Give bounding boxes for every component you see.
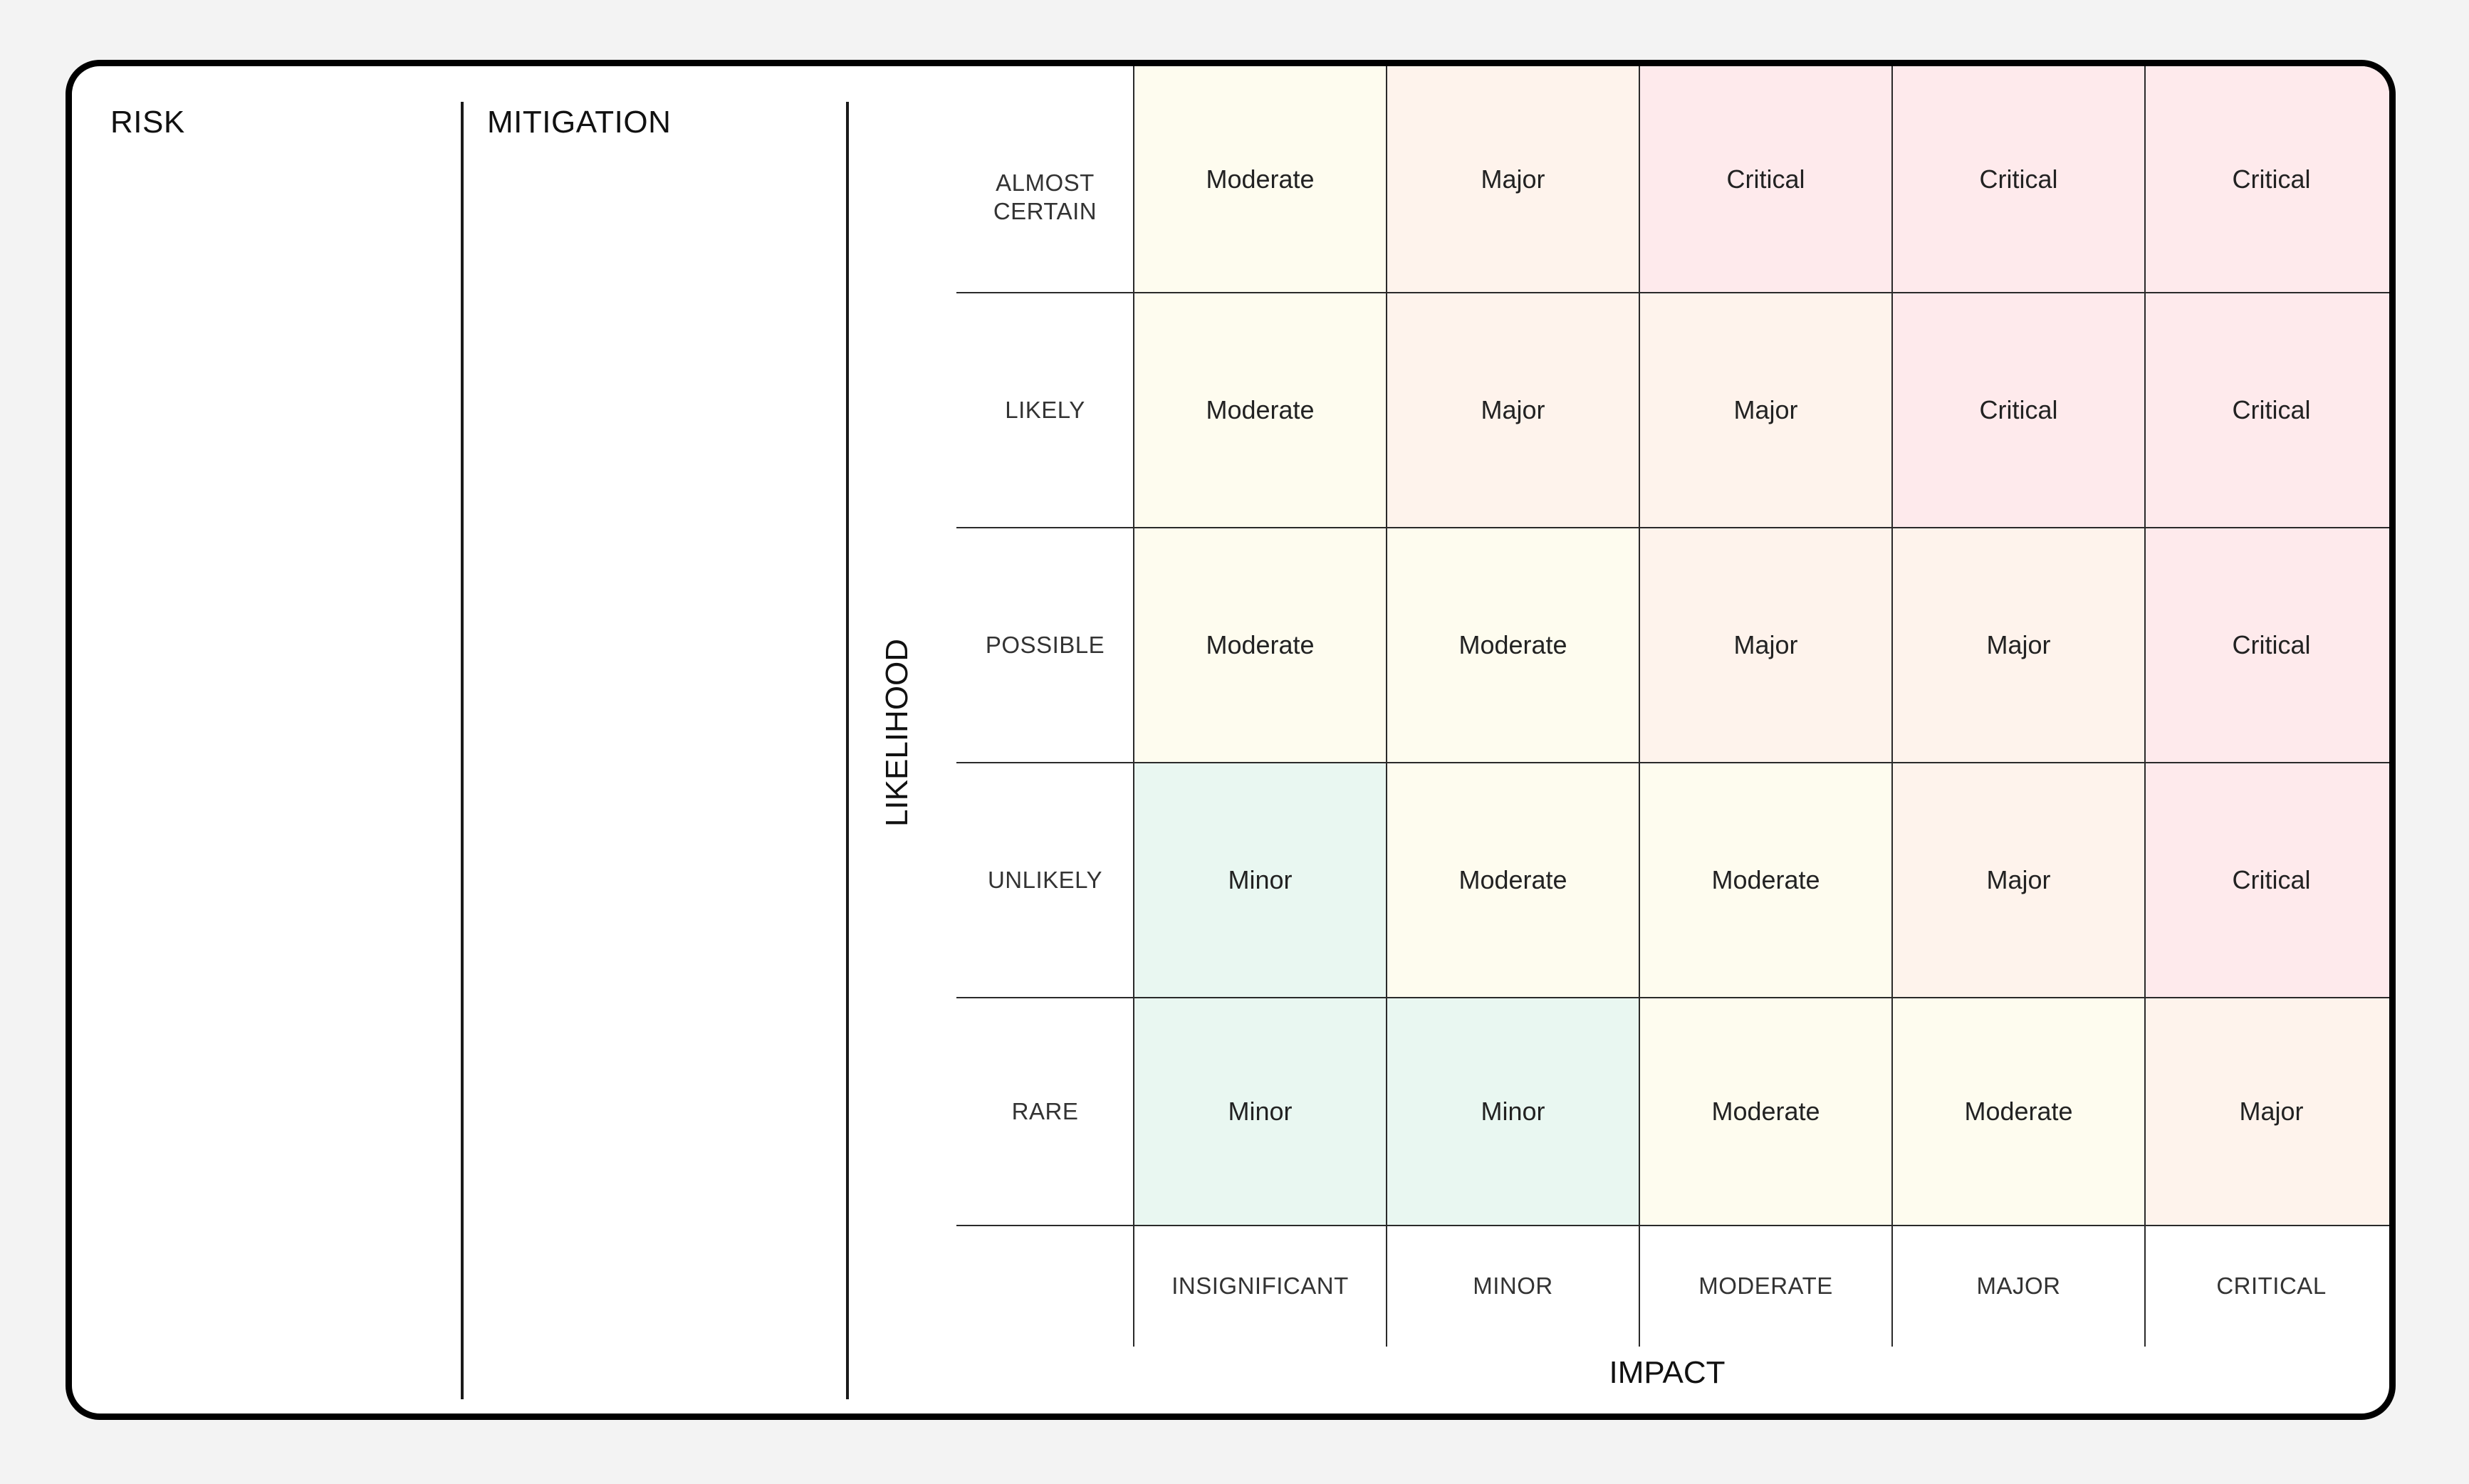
matrix-cell-unlikely-critical: Critical xyxy=(2145,763,2389,998)
likelihood-label-likely: LIKELY xyxy=(1005,397,1085,424)
grid-line-vertical xyxy=(1386,66,1387,1347)
likelihood-label-rare: RARE xyxy=(1011,1098,1079,1125)
matrix-cell-rare-major: Moderate xyxy=(1892,998,2145,1226)
matrix-cell-unlikely-minor: Moderate xyxy=(1387,763,1639,998)
matrix-cell-likely-critical: Critical xyxy=(2145,293,2389,528)
matrix-cell-unlikely-insignificant: Minor xyxy=(1134,763,1387,998)
impact-label-insignificant: INSIGNIFICANT xyxy=(1171,1273,1349,1299)
matrix-cell-unlikely-moderate: Moderate xyxy=(1639,763,1892,998)
impact-label-critical: CRITICAL xyxy=(2216,1273,2327,1299)
grid-line-horizontal xyxy=(956,1225,2389,1226)
matrix-cell-unlikely-major: Major xyxy=(1892,763,2145,998)
grid-line-vertical xyxy=(2144,66,2146,1347)
risk-column-header: RISK xyxy=(110,105,185,140)
matrix-cell-likely-moderate: Major xyxy=(1639,293,1892,528)
grid-line-horizontal xyxy=(956,292,2389,293)
matrix-cell-almost-certain-minor: Major xyxy=(1387,66,1639,293)
matrix-cell-possible-critical: Critical xyxy=(2145,528,2389,763)
matrix-cell-rare-minor: Minor xyxy=(1387,998,1639,1226)
grid-line-vertical xyxy=(1891,66,1893,1347)
impact-label-moderate: MODERATE xyxy=(1698,1273,1833,1299)
grid-line-horizontal xyxy=(956,527,2389,528)
matrix-cell-almost-certain-moderate: Critical xyxy=(1639,66,1892,293)
grid-line-vertical xyxy=(1639,66,1640,1347)
likelihood-label-almost-certain: ALMOST CERTAIN xyxy=(993,169,1097,224)
grid-line-horizontal xyxy=(956,762,2389,763)
matrix-cell-rare-critical: Major xyxy=(2145,998,2389,1226)
impact-axis-label: IMPACT xyxy=(1609,1355,1726,1390)
grid-line-vertical xyxy=(1133,66,1134,1347)
matrix-cell-rare-insignificant: Minor xyxy=(1134,998,1387,1226)
mitigation-column-divider xyxy=(846,102,849,1399)
grid-line-horizontal xyxy=(956,997,2389,998)
matrix-cell-likely-insignificant: Moderate xyxy=(1134,293,1387,528)
matrix-cell-almost-certain-insignificant: Moderate xyxy=(1134,66,1387,293)
matrix-cell-possible-insignificant: Moderate xyxy=(1134,528,1387,763)
likelihood-axis-text: LIKELIHOOD xyxy=(879,638,914,827)
matrix-cell-possible-major: Major xyxy=(1892,528,2145,763)
impact-label-minor: MINOR xyxy=(1473,1273,1553,1299)
matrix-cell-possible-moderate: Major xyxy=(1639,528,1892,763)
matrix-cell-almost-certain-major: Critical xyxy=(1892,66,2145,293)
matrix-cell-likely-minor: Major xyxy=(1387,293,1639,528)
likelihood-label-unlikely: UNLIKELY xyxy=(987,867,1103,894)
matrix-cell-likely-major: Critical xyxy=(1892,293,2145,528)
likelihood-label-possible: POSSIBLE xyxy=(985,632,1105,659)
impact-label-major: MAJOR xyxy=(1976,1273,2061,1299)
mitigation-column-header: MITIGATION xyxy=(487,105,672,140)
matrix-cell-rare-moderate: Moderate xyxy=(1639,998,1892,1226)
matrix-cell-almost-certain-critical: Critical xyxy=(2145,66,2389,293)
matrix-cell-possible-minor: Moderate xyxy=(1387,528,1639,763)
risk-matrix-board: RISK MITIGATION LIKELIHOOD Moderate Major… xyxy=(66,60,2396,1420)
risk-column-divider xyxy=(461,102,464,1399)
